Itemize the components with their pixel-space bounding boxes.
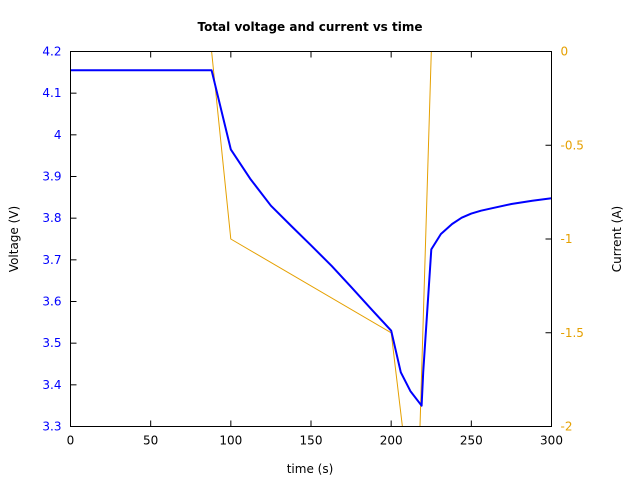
y-left-tick-label: 3.4	[42, 378, 61, 392]
x-tick-label: 50	[143, 434, 158, 448]
y-axis-right-ticks: -2 -1.5 -1 -0.5 0	[545, 45, 584, 434]
y-axis-left-label: Voltage (V)	[7, 206, 21, 272]
x-tick-label: 200	[380, 434, 403, 448]
y-right-tick-label: -1.5	[561, 326, 584, 340]
y-left-tick-label: 4.2	[42, 45, 61, 59]
y-axis-right-label: Current (A)	[610, 206, 624, 272]
y-left-tick-label: 4	[54, 128, 62, 142]
plot-frame	[70, 51, 552, 427]
y-left-tick-label: 3.5	[42, 336, 61, 350]
y-left-tick-label: 4.1	[42, 86, 61, 100]
voltage-series-line	[70, 69, 552, 407]
x-axis-ticks: 0 50 100 150 200 250 300	[67, 51, 563, 448]
y-left-tick-label: 3.7	[42, 253, 61, 267]
x-tick-label: 150	[300, 434, 323, 448]
y-right-tick-label: -2	[561, 420, 573, 434]
x-tick-label: 250	[460, 434, 483, 448]
x-tick-label: 300	[540, 434, 563, 448]
y-left-tick-label: 3.8	[42, 211, 61, 225]
y-left-tick-label: 3.9	[42, 170, 61, 184]
x-axis-label: time (s)	[287, 462, 334, 476]
y-right-tick-label: -1	[561, 232, 573, 246]
x-tick-label: 0	[67, 434, 75, 448]
current-series-line	[211, 51, 432, 427]
y-right-tick-label: 0	[561, 45, 569, 59]
y-right-tick-label: -0.5	[561, 138, 584, 152]
y-axis-left-ticks: 3.3 3.4 3.5 3.6 3.7 3.8 3.9 4 4.1 4.2	[42, 45, 77, 434]
x-tick-label: 100	[219, 434, 242, 448]
y-left-tick-label: 3.3	[42, 420, 61, 434]
chart-title: Total voltage and current vs time	[197, 20, 422, 34]
plot-area	[70, 51, 552, 427]
y-left-tick-label: 3.6	[42, 295, 61, 309]
